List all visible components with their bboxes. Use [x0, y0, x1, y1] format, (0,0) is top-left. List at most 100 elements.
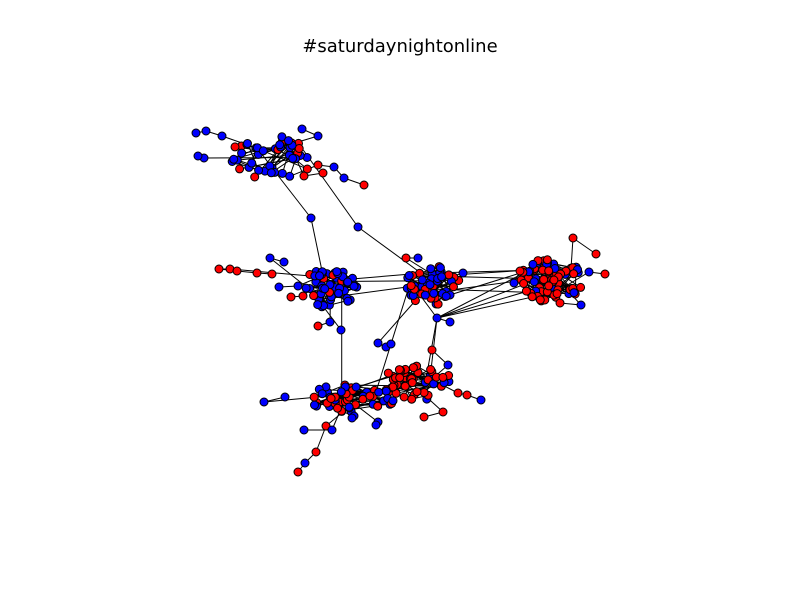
graph-node-red	[544, 281, 554, 291]
graph-node-red	[542, 255, 552, 265]
graph-node-red	[358, 394, 368, 404]
graph-node-red	[544, 266, 554, 276]
graph-node-blue	[217, 131, 227, 141]
graph-node-blue	[284, 136, 293, 146]
graph-node-blue	[336, 325, 346, 335]
graph-node-blue	[381, 386, 391, 396]
graph-node-red	[521, 286, 531, 296]
graph-node-blue	[386, 339, 396, 349]
graph-node-blue	[320, 284, 330, 294]
graph-node-blue	[274, 282, 284, 292]
graph-node-blue	[265, 253, 275, 263]
graph-node-blue	[247, 158, 257, 168]
graph-node-red	[438, 407, 448, 417]
graph-node-red	[365, 391, 375, 401]
graph-node-blue	[569, 288, 579, 298]
graph-node-blue	[258, 146, 268, 156]
graph-node-blue	[353, 222, 363, 232]
graph-node-red	[250, 172, 260, 182]
graph-node-red	[515, 266, 525, 276]
graph-node-red	[214, 264, 224, 274]
graph-node-red	[373, 401, 383, 411]
graph-node-blue	[425, 280, 435, 290]
graph-node-blue	[529, 277, 539, 287]
graph-node-red	[407, 378, 417, 388]
graph-node-red	[412, 387, 422, 397]
graph-node-blue	[277, 132, 287, 142]
graph-node-blue	[458, 268, 468, 278]
graph-node-blue	[299, 425, 309, 435]
graph-node-red	[299, 171, 309, 181]
graph-node-red	[408, 363, 418, 373]
graph-node-red	[535, 295, 545, 305]
graph-node-blue	[279, 257, 289, 267]
graph-node-blue	[237, 148, 247, 158]
graph-node-red	[591, 249, 601, 259]
graph-node-red	[401, 253, 411, 263]
graph-node-blue	[374, 387, 384, 397]
graph-node-red	[313, 321, 323, 331]
graph-node-blue	[193, 151, 203, 161]
graph-node-blue	[437, 272, 447, 282]
graph-node-blue	[313, 131, 323, 141]
graph-node-blue	[336, 387, 346, 397]
graph-nodes	[191, 124, 610, 477]
graph-node-blue	[300, 458, 310, 468]
graph-title: #saturdaynightonline	[302, 36, 498, 57]
graph-node-blue	[509, 278, 519, 288]
graph-edge	[310, 217, 323, 274]
graph-node-red	[426, 365, 436, 374]
graph-node-red	[568, 233, 578, 243]
graph-node-blue	[229, 154, 239, 164]
graph-node-red	[449, 282, 458, 292]
graph-node-blue	[476, 395, 486, 405]
graph-node-red	[252, 268, 262, 278]
graph-node-red	[453, 388, 463, 398]
graph-node-blue	[435, 263, 445, 273]
graph-node-blue	[417, 275, 427, 285]
graph-node-blue	[327, 425, 337, 435]
graph-node-red	[519, 279, 529, 288]
graph-node-red	[427, 345, 437, 355]
graph-node-blue	[288, 153, 298, 163]
graph-node-red	[286, 292, 296, 302]
graph-node-red	[400, 381, 410, 391]
graph-node-red	[549, 275, 559, 285]
graph-node-red	[555, 298, 565, 308]
graph-node-blue	[576, 300, 586, 310]
graph-node-red	[230, 142, 240, 152]
graph-edge	[540, 271, 590, 302]
graph-node-blue	[344, 402, 354, 412]
graph-edge	[375, 275, 413, 393]
graph-node-blue	[332, 267, 342, 277]
graph-node-blue	[351, 382, 361, 392]
graph-node-blue	[349, 281, 359, 291]
graph-node-blue	[310, 400, 319, 410]
graph-node-blue	[426, 264, 436, 274]
graph-node-blue	[254, 165, 264, 175]
graph-node-red	[326, 394, 336, 403]
graph-node-red	[235, 164, 245, 174]
graph-node-red	[318, 168, 328, 178]
graph-node-red	[313, 160, 323, 170]
graph-node-red	[311, 447, 321, 457]
graph-edge	[570, 237, 574, 269]
graph-node-blue	[429, 288, 439, 298]
graph-node-blue	[445, 317, 455, 327]
graph-node-blue	[297, 124, 307, 134]
graph-edge	[271, 167, 312, 219]
graph-node-blue	[275, 140, 285, 150]
graph-node-blue	[413, 253, 423, 263]
graph-node-red	[232, 266, 242, 276]
graph-node-red	[394, 365, 404, 375]
graph-node-blue	[343, 296, 353, 306]
graph-node-blue	[334, 288, 344, 298]
graph-node-blue	[325, 317, 335, 327]
graph-edge	[377, 300, 416, 344]
graph-node-red	[293, 467, 303, 477]
graph-node-red	[359, 180, 369, 190]
graph-node-red	[309, 392, 319, 402]
graph-node-red	[600, 269, 610, 279]
graph-node-blue	[443, 360, 453, 370]
